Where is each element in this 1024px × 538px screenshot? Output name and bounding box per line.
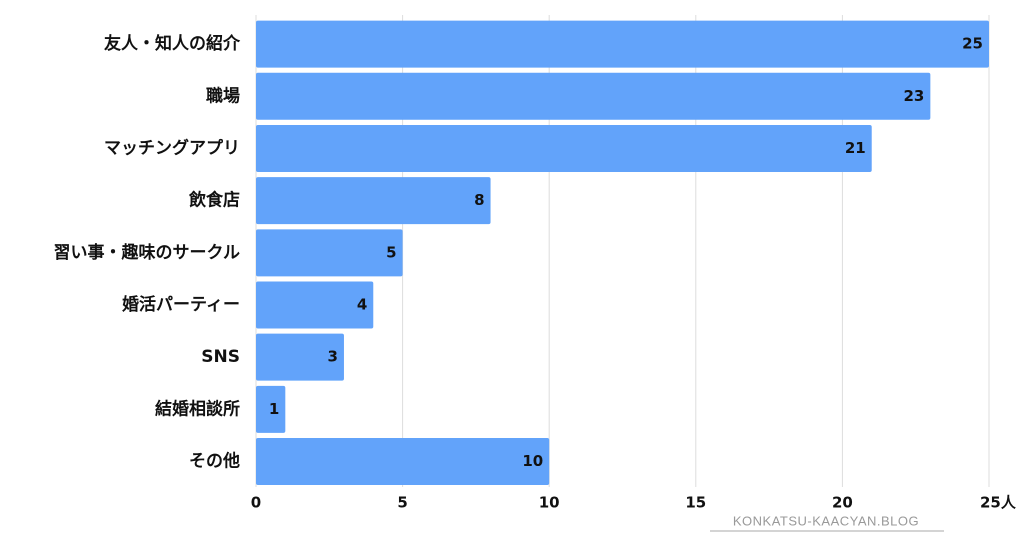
bar bbox=[256, 385, 286, 433]
x-tick-label: 25人 bbox=[980, 494, 1017, 512]
bar bbox=[256, 333, 344, 381]
value-label: 4 bbox=[357, 296, 367, 314]
bar bbox=[256, 438, 550, 486]
x-tick-label: 15 bbox=[685, 494, 706, 512]
bar bbox=[256, 281, 374, 329]
value-label: 10 bbox=[522, 452, 543, 470]
category-label: SNS bbox=[201, 347, 240, 367]
value-label: 5 bbox=[386, 243, 396, 261]
bar bbox=[256, 124, 872, 172]
x-tick-label: 0 bbox=[251, 494, 261, 512]
category-label: その他 bbox=[189, 451, 240, 472]
category-label: 友人・知人の紹介 bbox=[104, 33, 241, 54]
value-label: 3 bbox=[328, 348, 338, 366]
bar bbox=[256, 20, 989, 68]
bar bbox=[256, 177, 491, 225]
x-tick-label: 5 bbox=[397, 494, 407, 512]
value-label: 23 bbox=[903, 87, 924, 105]
x-tick-label: 20 bbox=[832, 494, 853, 512]
bar bbox=[256, 72, 931, 120]
bar bbox=[256, 229, 403, 277]
category-label: 飲食店 bbox=[188, 190, 240, 211]
value-label: 1 bbox=[269, 400, 279, 418]
category-label: マッチングアプリ bbox=[104, 137, 240, 158]
x-tick-label: 10 bbox=[539, 494, 560, 512]
category-label: 結婚相談所 bbox=[155, 398, 240, 419]
value-label: 25 bbox=[962, 35, 983, 53]
category-label: 職場 bbox=[206, 85, 240, 106]
value-label: 21 bbox=[845, 139, 866, 157]
value-label: 8 bbox=[474, 191, 484, 209]
watermark: KONKATSU-KAACYAN.BLOG bbox=[733, 513, 919, 528]
category-label: 婚活パーティー bbox=[122, 294, 240, 315]
category-label: 習い事・趣味のサークル bbox=[54, 242, 241, 263]
